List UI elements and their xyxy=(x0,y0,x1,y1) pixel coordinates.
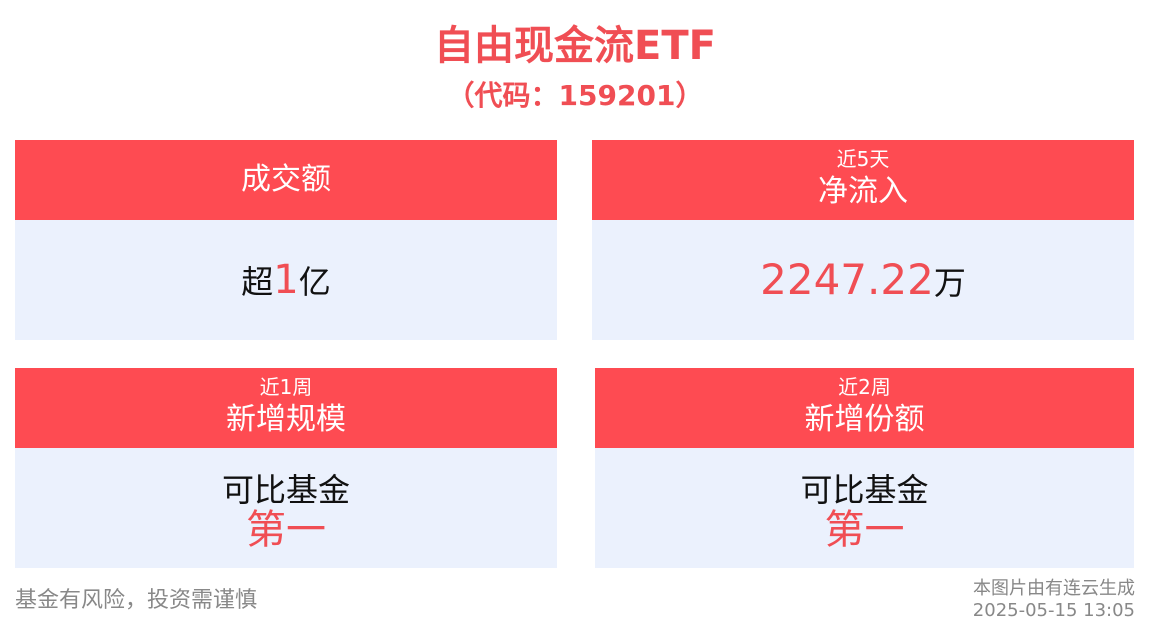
card-body: 超1亿 xyxy=(15,220,557,340)
card-body: 可比基金 第一 xyxy=(15,448,557,568)
card-header: 近1周 新增规模 xyxy=(15,368,557,448)
net-inflow-value: 2247.22万 xyxy=(592,250,1134,319)
card-header: 近2周 新增份额 xyxy=(595,368,1134,448)
card-period: 近1周 xyxy=(259,375,313,399)
value-number: 1 xyxy=(273,257,299,303)
card-header: 成交额 xyxy=(15,140,557,220)
value-unit: 万 xyxy=(933,264,966,302)
card-new-scale: 近1周 新增规模 可比基金 第一 xyxy=(15,368,557,568)
card-period: 近5天 xyxy=(836,147,890,171)
card-net-inflow: 近5天 净流入 2247.22万 xyxy=(592,140,1134,340)
rank-label: 可比基金 xyxy=(800,471,929,509)
card-header: 近5天 净流入 xyxy=(592,140,1134,220)
turnover-value: 超1亿 xyxy=(15,250,557,318)
risk-disclaimer: 基金有风险，投资需谨慎 xyxy=(15,588,258,613)
card-body: 2247.22万 xyxy=(592,220,1134,340)
card-new-shares: 近2周 新增份额 可比基金 第一 xyxy=(595,368,1134,568)
fund-code: （代码：159201） xyxy=(446,79,704,112)
timestamp: 2025-05-15 13:05 xyxy=(972,600,1135,621)
generated-by: 本图片由有连云生成 xyxy=(973,578,1135,599)
value-unit: 亿 xyxy=(298,263,331,301)
value-prefix: 超 xyxy=(241,263,274,301)
card-title: 成交额 xyxy=(241,162,331,197)
rank-value: 第一 xyxy=(246,507,326,553)
card-title: 新增规模 xyxy=(226,402,346,437)
card-title: 净流入 xyxy=(818,174,908,209)
generation-info: 本图片由有连云生成 2025-05-15 13:05 xyxy=(973,578,1135,622)
card-period: 近2周 xyxy=(838,375,891,399)
card-title: 新增份额 xyxy=(804,402,925,437)
card-turnover: 成交额 超1亿 xyxy=(15,140,557,340)
page-title: 自由现金流ETF xyxy=(434,23,716,69)
rank-label: 可比基金 xyxy=(221,471,350,509)
card-body: 可比基金 第一 xyxy=(595,448,1134,568)
rank-value: 第一 xyxy=(824,507,905,553)
value-number: 2247.22 xyxy=(760,255,934,304)
